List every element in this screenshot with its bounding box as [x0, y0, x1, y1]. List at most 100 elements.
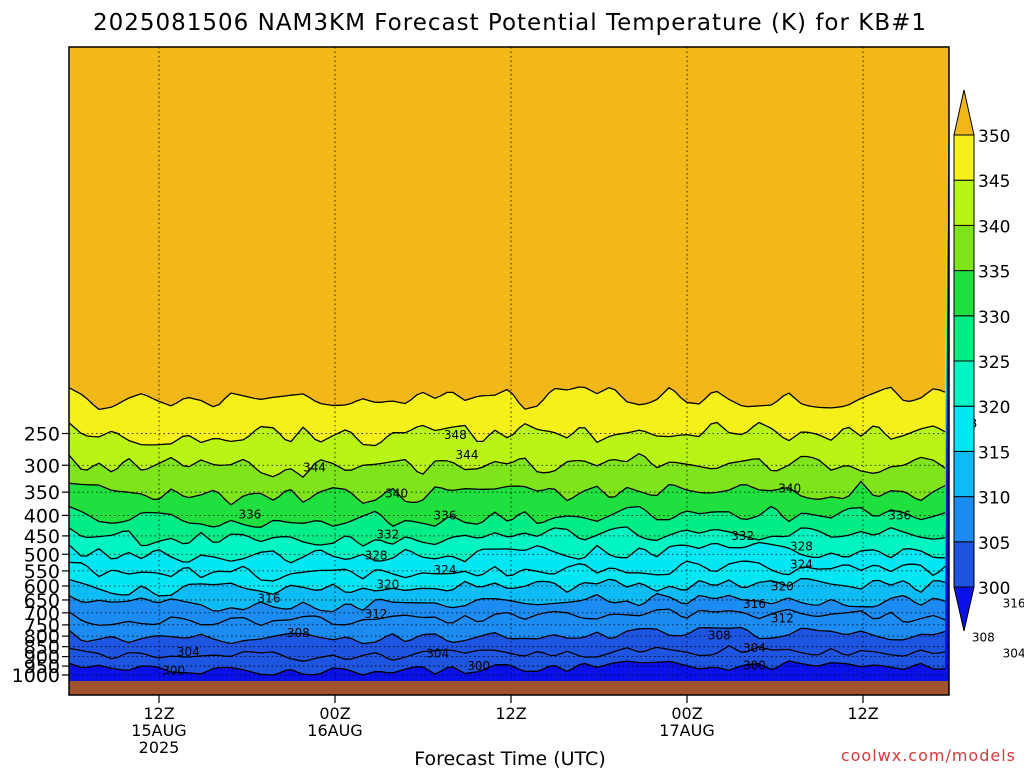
y-tick-label: 700 — [24, 603, 60, 625]
contour-label: 332 — [731, 529, 754, 543]
y-tick-label: 550 — [24, 561, 60, 583]
contour-label: 300 — [743, 658, 766, 672]
colorbar-segment — [953, 315, 975, 362]
x-tick-label: 12Z — [847, 704, 878, 723]
contour-label: 336 — [434, 508, 457, 522]
contour-label: 340 — [778, 482, 801, 496]
x-tick-label: 00Z — [671, 704, 702, 723]
contour-label: 316 — [743, 597, 766, 611]
contour-line-320 — [69, 577, 946, 597]
colorbar-segment — [953, 405, 975, 452]
x-tick-label: 16AUG — [307, 721, 362, 740]
y-tick-label: 250 — [24, 424, 60, 446]
contour-line-336 — [69, 505, 946, 528]
colorbar-label: 305 — [978, 534, 1010, 554]
colorbar-segment — [953, 541, 975, 588]
colorbar-segment — [953, 496, 975, 543]
contour-line-340 — [69, 480, 946, 506]
colorbar-label: 315 — [978, 443, 1010, 463]
contour-label: 304 — [177, 645, 200, 659]
colorbar-segment — [953, 224, 975, 272]
y-tick-label: 750 — [24, 615, 60, 637]
fill-band-352 — [69, 47, 949, 410]
colorbar-segment — [953, 179, 975, 226]
x-tick-label: 2025 — [139, 738, 180, 757]
contour-label: 344 — [303, 461, 326, 475]
colorbar: 300 305 310 315 320 325 330 335 340 345 350 — [953, 89, 1010, 632]
colorbar-segment — [953, 134, 975, 181]
colorbar-label: 300 — [978, 579, 1010, 599]
contour-line-304 — [69, 644, 946, 662]
contour-labels: 3483483443443443403403403363363363323323… — [162, 416, 1024, 677]
ground-bar — [69, 681, 949, 695]
contour-label: 304 — [426, 646, 449, 660]
contour-label: 312 — [365, 607, 388, 621]
y-tick-label: 500 — [24, 544, 60, 566]
y-tick-label: 650 — [24, 590, 60, 612]
contour-line-308 — [69, 626, 946, 645]
contour-line-316 — [69, 592, 946, 613]
y-tick-label: 850 — [24, 637, 60, 659]
plot-frame — [68, 46, 950, 696]
y-tick-label: 1000 — [12, 665, 60, 687]
contour-label: 308 — [287, 626, 310, 640]
x-tick-label: 15AUG — [131, 721, 186, 740]
y-tick-label: 400 — [24, 505, 60, 527]
y-tick-label: 450 — [24, 526, 60, 548]
contour-label: 320 — [771, 579, 794, 593]
contour-label: 340 — [385, 487, 408, 501]
contour-label: 344 — [456, 448, 479, 462]
contour-label: 320 — [376, 577, 399, 591]
contour-line-332 — [69, 526, 946, 547]
colorbar-label: 325 — [978, 353, 1010, 373]
x-tick-label: 17AUG — [659, 721, 714, 740]
colorbar-label: 340 — [978, 217, 1010, 237]
contour-label: 332 — [376, 527, 399, 541]
contour-label: 308 — [708, 628, 731, 642]
y-tick-label: 300 — [24, 455, 60, 477]
y-tick-label: 600 — [24, 576, 60, 598]
y-tick-label: 900 — [24, 647, 60, 669]
colorbar-segment — [953, 450, 975, 498]
contour-line-324 — [69, 560, 946, 582]
colorbar-label: 310 — [978, 489, 1010, 509]
contour-label: 316 — [258, 592, 281, 606]
colorbar-label: 335 — [978, 263, 1010, 283]
contour-line-300 — [69, 660, 946, 676]
colorbar-label: 345 — [978, 172, 1010, 192]
y-tick-label: 800 — [24, 626, 60, 648]
colorbar-label: 320 — [978, 398, 1010, 418]
contour-label: 304 — [743, 641, 766, 655]
contour-label: 308 — [972, 631, 995, 645]
y-axis-ticks: 250 300 3504004505005506006507007508008509… — [12, 424, 69, 687]
contour-label: 336 — [888, 508, 911, 522]
temperature-fill-bands — [69, 47, 949, 681]
contour-label: 300 — [162, 664, 185, 678]
colorbar-low-arrow — [953, 586, 975, 632]
contour-label: 316 — [1003, 596, 1024, 610]
x-tick-label: 00Z — [319, 704, 350, 723]
x-axis-label: Forecast Time (UTC) — [414, 748, 605, 768]
colorbar-segment — [953, 270, 975, 317]
colorbar-high-arrow — [953, 89, 975, 136]
y-tick-label: 350 — [24, 482, 60, 504]
contour-label: 328 — [365, 548, 388, 562]
x-tick-label: 12Z — [143, 704, 174, 723]
x-tick-label: 12Z — [495, 704, 526, 723]
contour-label: 324 — [790, 557, 813, 571]
contour-label: 300 — [467, 659, 490, 673]
colorbar-label: 330 — [978, 308, 1010, 328]
contour-label: 348 — [444, 428, 467, 442]
chart-title: 2025081506 NAM3KM Forecast Potential Tem… — [93, 10, 927, 36]
y-tick-label: 950 — [24, 656, 60, 678]
colorbar-label: 350 — [978, 127, 1010, 147]
contour-label: 336 — [238, 508, 261, 522]
contour-line-344 — [69, 452, 946, 478]
contour-line-328 — [69, 541, 945, 564]
contour-label: 328 — [790, 539, 813, 553]
contour-label: 324 — [434, 563, 457, 577]
contour-label: 304 — [1003, 646, 1024, 660]
watermark: coolwx.com/models — [841, 746, 1016, 765]
